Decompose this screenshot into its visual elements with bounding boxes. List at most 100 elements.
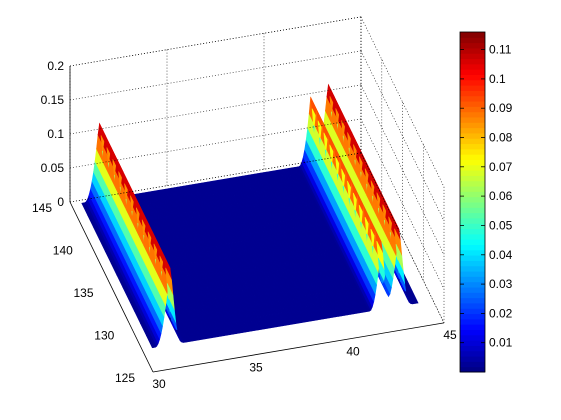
colorbar-tick-label: 0.07 [489, 160, 513, 174]
colorbar-band [460, 265, 485, 272]
colorbar-band [460, 191, 485, 198]
grid-line [69, 16, 362, 67]
colorbar-band [460, 244, 485, 251]
x-tick-label: 45 [443, 328, 457, 342]
colorbar-band [460, 217, 485, 224]
colorbar-band [460, 318, 485, 325]
colorbar-band [460, 122, 485, 129]
colorbar-band [460, 260, 485, 267]
colorbar-band [460, 302, 485, 309]
colorbar-band [460, 186, 485, 192]
colorbar-tick-label: 0.03 [489, 277, 513, 291]
z-tick-label: 0.05 [41, 161, 65, 175]
x-axis-line [152, 322, 445, 373]
colorbar-band [460, 37, 485, 44]
colorbar-tick-label: 0.08 [489, 131, 513, 145]
colorbar-tick-label: 0.1 [489, 72, 506, 86]
colorbar-band [460, 58, 485, 65]
grid-line [69, 152, 362, 203]
y-axis-line [69, 201, 154, 373]
colorbar-band [460, 170, 485, 176]
x-tick-label: 35 [249, 361, 263, 375]
colorbar-band [460, 106, 485, 113]
surface-patch [410, 290, 419, 304]
colorbar-band [460, 313, 485, 320]
y-tick-label: 125 [115, 371, 135, 385]
x-tick-label: 40 [346, 344, 360, 358]
colorbar-band [460, 159, 485, 166]
colorbar-band [460, 154, 485, 160]
colorbar-band [460, 308, 485, 315]
surface-plot [81, 83, 419, 349]
colorbar-band [460, 63, 485, 70]
x-tick-label: 30 [152, 377, 166, 391]
colorbar-band [460, 32, 485, 38]
colorbar-band [460, 175, 485, 182]
grid-line [69, 118, 362, 169]
colorbar-band [460, 148, 485, 155]
colorbar-band [460, 74, 485, 81]
grid-line [69, 50, 362, 101]
y-tick-label: 145 [32, 201, 52, 215]
colorbar-band [460, 117, 485, 123]
colorbar-band [460, 340, 485, 346]
colorbar-band [460, 143, 485, 150]
colorbar-band [460, 79, 485, 86]
colorbar-band [460, 366, 485, 373]
colorbar-band [460, 297, 485, 304]
colorbar-band [460, 249, 485, 256]
y-tick-label: 130 [94, 329, 114, 343]
colorbar-band [460, 85, 485, 91]
colorbar-band [460, 207, 485, 214]
colorbar-band [460, 42, 485, 49]
colorbar-tick-label: 0.06 [489, 189, 513, 203]
colorbar-band [460, 95, 485, 102]
colorbar-band [460, 361, 485, 368]
colorbar-band [460, 292, 485, 299]
grid-line [69, 84, 362, 135]
colorbar-band [460, 276, 485, 283]
colorbar-band [460, 212, 485, 219]
axes-box [69, 16, 445, 373]
colorbar-band [460, 223, 485, 230]
colorbar-band [460, 111, 485, 118]
colorbar-frame [459, 31, 486, 373]
colorbar-band [460, 281, 485, 288]
colorbar-band [460, 356, 485, 362]
colorbar: 0.01 0.02 0.03 0.04 0.05 0.06 0.07 0.08 0.09 0.1 0… [459, 31, 513, 373]
colorbar-band [460, 345, 485, 352]
colorbar-band [460, 287, 485, 293]
colorbar-band [460, 334, 485, 341]
colorbar-tick-label: 0.01 [489, 336, 513, 350]
colorbar-band [460, 69, 485, 75]
colorbar-band [460, 90, 485, 97]
colorbar-band [460, 239, 485, 245]
colorbar-tick-label: 0.05 [489, 218, 513, 232]
z-tick-label: 0.15 [41, 93, 65, 107]
axis-ticks: 30 35 40 45 125 130 135 140 145 0 0.05 0.1 0.15 0.2 [32, 59, 457, 391]
colorbar-tick-label: 0.11 [489, 43, 512, 57]
colorbar-band [460, 53, 485, 60]
colorbar-band [460, 233, 485, 240]
colorbar-band [460, 350, 485, 357]
colorbar-band [460, 324, 485, 330]
colorbar-band [460, 228, 485, 235]
colorbar-band [460, 255, 485, 261]
colorbar-band [460, 127, 485, 134]
colorbar-band [460, 164, 485, 171]
colorbar-band [460, 138, 485, 145]
colorbar-band [460, 101, 485, 107]
z-tick-label: 0.2 [47, 59, 64, 73]
colorbar-tick-label: 0.09 [489, 101, 513, 115]
colorbar-band [460, 202, 485, 208]
colorbar-band [460, 271, 485, 277]
y-tick-label: 135 [73, 286, 93, 300]
z-tick-label: 0 [57, 195, 64, 209]
colorbar-band [460, 196, 485, 203]
y-tick-label: 140 [53, 244, 73, 258]
colorbar-band [460, 132, 485, 139]
z-tick-label: 0.1 [47, 127, 64, 141]
colorbar-band [460, 47, 485, 54]
colorbar-band [460, 180, 485, 187]
